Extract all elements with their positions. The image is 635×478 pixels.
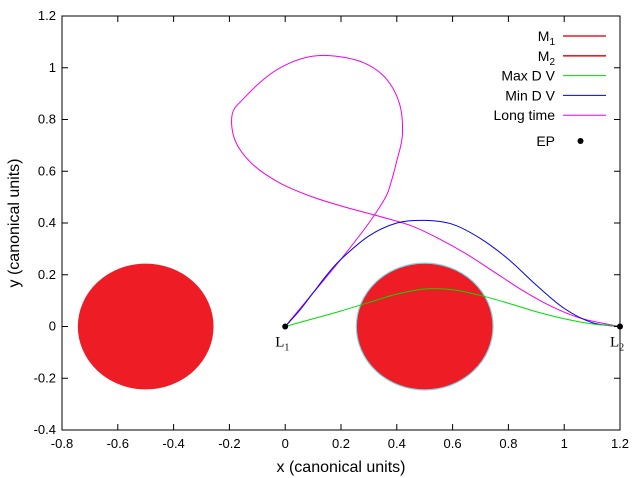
legend-entry: Min D V xyxy=(505,87,606,103)
legend-entry: Long time xyxy=(494,107,606,123)
y-tick-label: 1.2 xyxy=(38,8,56,23)
primary-bodies xyxy=(76,262,494,391)
x-tick-label: 0.8 xyxy=(499,436,517,451)
x-tick-label: 0.2 xyxy=(332,436,350,451)
series-max-d-v xyxy=(285,288,621,327)
point-l1 xyxy=(282,323,289,330)
x-tick-label: 1 xyxy=(561,436,568,451)
y-axis-title: y (canonical units) xyxy=(6,159,23,288)
x-axis-title: x (canonical units) xyxy=(277,459,406,476)
trajectory-series xyxy=(231,54,621,327)
axes: -0.8 -0.6 -0.4 -0.2 0 0.2 0.4 0.6 0.8 1 1.2 -0.4 -0.… xyxy=(34,8,629,451)
y-tick-label: 0.8 xyxy=(38,112,56,127)
legend-label: Max D V xyxy=(501,68,555,84)
x-tick-label: -0.6 xyxy=(107,436,129,451)
body-m1 xyxy=(76,262,215,391)
x-tick-label: 1.2 xyxy=(611,436,629,451)
x-tick-label: 0.4 xyxy=(388,436,406,451)
x-tick-label: -0.8 xyxy=(51,436,73,451)
y-tick-label: 0 xyxy=(49,319,56,334)
body-m2 xyxy=(355,262,494,391)
y-tick-label: 0.4 xyxy=(38,215,56,230)
y-tick-label: -0.2 xyxy=(34,370,56,385)
x-tick-label: 0 xyxy=(282,436,289,451)
y-tick-label: 1 xyxy=(49,60,56,75)
legend-label: EP xyxy=(536,133,555,149)
legend-label: Min D V xyxy=(505,87,555,103)
series-min-d-v xyxy=(284,219,621,327)
legend-entry: Max D V xyxy=(501,68,606,84)
x-tick-label: 0.6 xyxy=(444,436,462,451)
legend-entry: EP xyxy=(536,133,584,149)
y-tick-label: -0.4 xyxy=(34,422,56,437)
series-long-time xyxy=(231,54,621,327)
y-tick-label: 0.2 xyxy=(38,267,56,282)
x-tick-label: -0.2 xyxy=(218,436,240,451)
legend-swatch xyxy=(577,138,584,144)
legend-label: Long time xyxy=(494,107,556,123)
x-tick-label: -0.4 xyxy=(162,436,184,451)
y-tick-label: 0.6 xyxy=(38,163,56,178)
